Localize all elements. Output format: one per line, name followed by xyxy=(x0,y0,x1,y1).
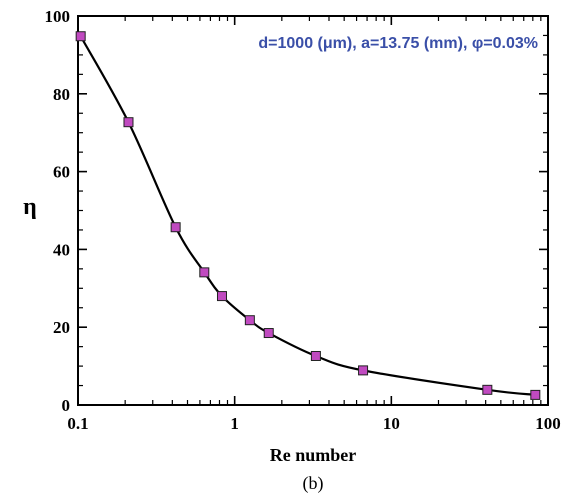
data-point-marker xyxy=(123,117,134,128)
data-point-marker xyxy=(310,350,321,361)
data-point-marker xyxy=(199,267,210,278)
y-tick-label: 100 xyxy=(45,7,71,26)
fit-curve xyxy=(79,35,536,396)
y-tick-label: 0 xyxy=(62,396,71,415)
x-axis-label: Re number xyxy=(270,445,357,465)
x-tick-label: 1 xyxy=(230,414,239,433)
y-tick-label: 40 xyxy=(53,240,70,259)
data-point-marker xyxy=(263,328,274,339)
y-axis-label: η xyxy=(23,194,37,220)
data-point-marker xyxy=(216,291,227,302)
data-point-marker xyxy=(530,389,541,400)
data-point-marker xyxy=(482,384,493,395)
y-tick-label: 20 xyxy=(53,318,70,337)
x-tick-label: 0.1 xyxy=(67,414,88,433)
x-tick-label: 10 xyxy=(383,414,400,433)
data-point-marker xyxy=(75,31,86,42)
x-tick-label: 100 xyxy=(535,414,561,433)
figure-caption: (b) xyxy=(303,473,324,494)
annotation-text: d=1000 (μm), a=13.75 (mm), φ=0.03% xyxy=(258,35,538,52)
data-markers xyxy=(75,31,541,400)
data-point-marker xyxy=(358,365,369,376)
data-point-marker xyxy=(244,315,255,326)
plot-frame xyxy=(77,15,549,406)
data-point-marker xyxy=(170,222,181,233)
y-tick-label: 80 xyxy=(53,85,70,104)
tick-labels: 0.1 1 10 100 0 20 40 60 80 100 xyxy=(45,7,561,433)
y-tick-label: 60 xyxy=(53,163,70,182)
axis-ticks xyxy=(77,15,549,406)
